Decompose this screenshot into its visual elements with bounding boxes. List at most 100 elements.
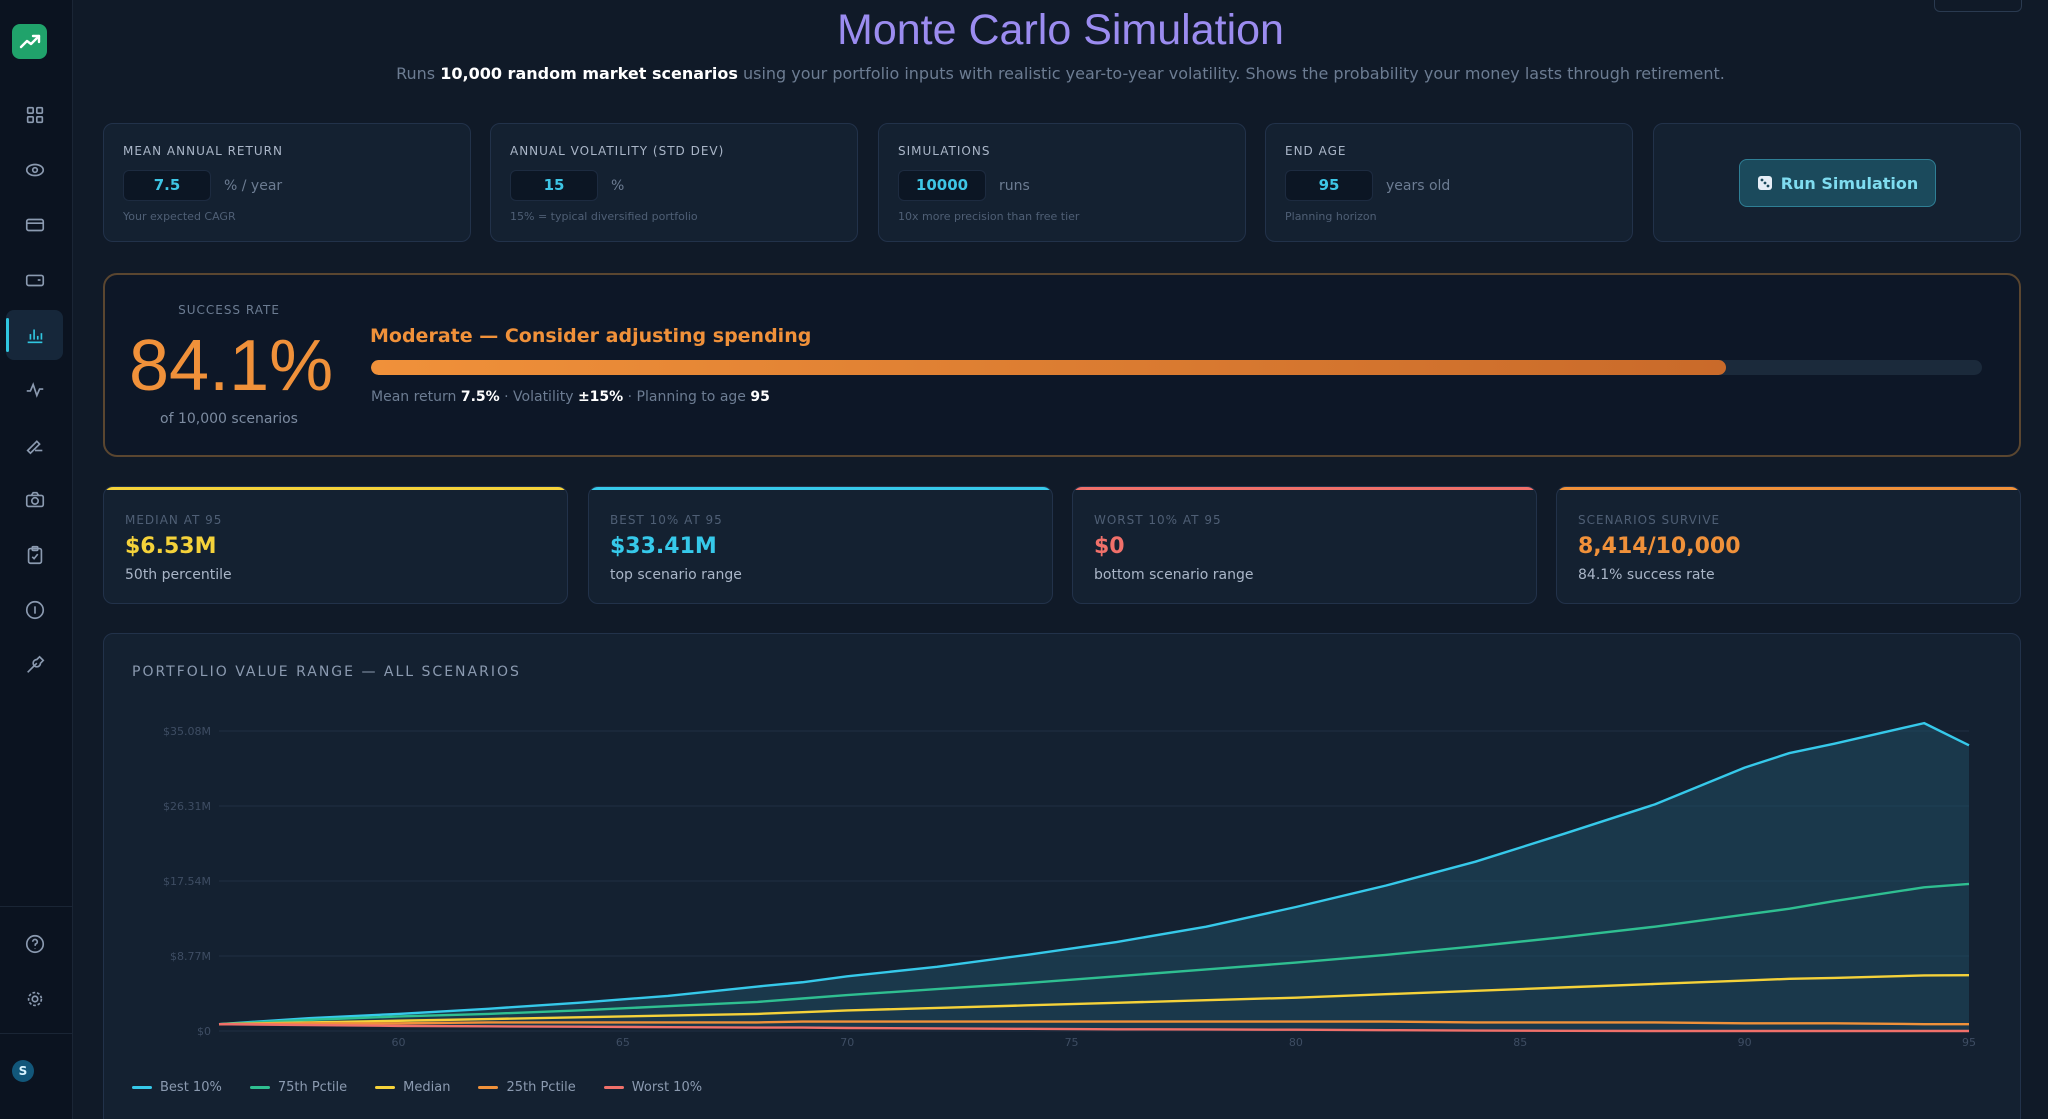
subtitle-text: using your portfolio inputs with realist… (737, 64, 1725, 83)
nav-accounts[interactable] (6, 200, 63, 250)
stat-value: $0 (1094, 534, 1125, 559)
stat-label: BEST 10% AT 95 (610, 513, 723, 527)
nav-checklist[interactable] (6, 530, 63, 580)
stat-card-median: MEDIAN AT 95 $6.53M 50th percentile (103, 486, 568, 604)
input-unit: % / year (224, 178, 283, 194)
trend-up-icon (19, 34, 40, 48)
input-unit: runs (999, 178, 1030, 194)
avatar[interactable]: S (12, 1060, 34, 1082)
input-card-simulations: SIMULATIONS 10000 runs 10x more precisio… (878, 123, 1246, 242)
app-logo[interactable] (12, 24, 47, 59)
legend-swatch (375, 1086, 396, 1089)
legend-item[interactable]: Worst 10% (603, 1080, 702, 1095)
nav-tools[interactable] (6, 640, 63, 690)
stat-card-survive: SCENARIOS SURVIVE 8,414/10,000 84.1% suc… (1556, 486, 2021, 604)
series-line (218, 973, 1970, 1026)
nav-help[interactable] (6, 919, 63, 969)
stat-accent (104, 487, 567, 490)
legend-label: Median (403, 1080, 451, 1095)
meta-text: · Planning to age (623, 389, 751, 405)
nav-camera[interactable] (6, 475, 63, 525)
legend-swatch (603, 1086, 624, 1089)
stat-sub: top scenario range (610, 567, 742, 583)
stat-card-worst: WORST 10% AT 95 $0 bottom scenario range (1072, 486, 1537, 604)
nav-activity[interactable] (6, 365, 63, 415)
stat-label: WORST 10% AT 95 (1094, 513, 1222, 527)
meta-mean-return: 7.5% (460, 389, 500, 405)
stat-sub: 84.1% success rate (1578, 567, 1715, 583)
input-unit: % (611, 178, 625, 194)
wrench-icon (26, 655, 44, 673)
subtitle-text: Runs (396, 64, 441, 83)
x-tick-label: 85 (1513, 1036, 1527, 1049)
input-label: MEAN ANNUAL RETURN (123, 144, 283, 158)
stat-value: $33.41M (610, 534, 717, 559)
stat-value: $6.53M (125, 534, 217, 559)
nav-wallet[interactable] (6, 255, 63, 305)
nav-monte-carlo[interactable] (6, 310, 63, 360)
input-unit: years old (1386, 178, 1451, 194)
chart-legend: Best 10% 75th Pctile Median 25th Pctile Wors… (132, 1080, 702, 1095)
legend-item[interactable]: 25th Pctile (478, 1080, 576, 1095)
input-hint: Your expected CAGR (123, 210, 236, 223)
success-progress-track (371, 360, 1982, 375)
series-line (218, 721, 1970, 1026)
volatility-input[interactable]: 15 (510, 170, 598, 201)
nav-dashboard[interactable] (6, 90, 63, 140)
legend-swatch (249, 1086, 270, 1089)
input-card-mean-return: MEAN ANNUAL RETURN 7.5 % / year Your exp… (103, 123, 471, 242)
nav-settings[interactable] (6, 974, 63, 1024)
y-tick-label: $26.31M (163, 800, 211, 813)
top-right-button[interactable] (1934, 0, 2022, 12)
run-simulation-button[interactable]: Run Simulation (1739, 159, 1936, 207)
input-label: ANNUAL VOLATILITY (STD DEV) (510, 144, 725, 158)
success-progress-fill (371, 360, 1726, 375)
input-label: END AGE (1285, 144, 1347, 158)
stat-card-best: BEST 10% AT 95 $33.41M top scenario rang… (588, 486, 1053, 604)
nav-sign[interactable] (6, 420, 63, 470)
meta-text: · Volatility (499, 389, 578, 405)
success-rate-panel: SUCCESS RATE 84.1% of 10,000 scenarios M… (103, 273, 2021, 457)
eye-icon (25, 163, 44, 177)
x-tick-label: 70 (840, 1036, 854, 1049)
dice-icon (1757, 176, 1772, 190)
range-band (219, 723, 1969, 1031)
grid-icon (26, 106, 43, 124)
input-label: SIMULATIONS (898, 144, 991, 158)
success-rate-label: SUCCESS RATE (178, 303, 280, 317)
success-rate-sub: of 10,000 scenarios (160, 411, 298, 427)
legend-item[interactable]: Best 10% (132, 1080, 222, 1095)
x-tick-label: 80 (1289, 1036, 1303, 1049)
end-age-input[interactable]: 95 (1285, 170, 1373, 201)
legend-item[interactable]: 75th Pctile (249, 1080, 348, 1095)
run-card (1653, 123, 2021, 242)
portfolio-range-chart: $0 $8.77M $17.54M $26.31M $35.08M 60 65 70 75 80 8… (163, 721, 1976, 1049)
stat-label: SCENARIOS SURVIVE (1578, 513, 1721, 527)
series-line (218, 1020, 1969, 1026)
stat-value: 8,414/10,000 (1578, 534, 1741, 559)
meta-text: Mean return (371, 389, 461, 405)
mean-return-input[interactable]: 7.5 (123, 170, 211, 201)
legend-label: 25th Pctile (506, 1080, 576, 1095)
legend-swatch (132, 1086, 152, 1089)
stat-sub: 50th percentile (125, 567, 232, 583)
legend-label: 75th Pctile (277, 1080, 348, 1095)
input-hint: Planning horizon (1285, 210, 1377, 223)
pulse-icon (26, 382, 43, 398)
legend-label: Best 10% (160, 1080, 222, 1095)
series-line (218, 1022, 1969, 1033)
sidebar-divider (0, 1033, 73, 1034)
camera-icon (25, 491, 44, 508)
simulations-input[interactable]: 10000 (898, 170, 986, 201)
nav-info[interactable] (6, 585, 63, 635)
y-tick-label: $17.54M (163, 875, 211, 888)
clipboard-icon (27, 545, 42, 565)
help-icon (25, 934, 44, 954)
x-tick-label: 90 (1738, 1036, 1752, 1049)
success-meta: Mean return 7.5% · Volatility ±15% · Pla… (371, 389, 770, 405)
nav-overview[interactable] (6, 145, 63, 195)
run-simulation-label: Run Simulation (1780, 173, 1919, 193)
legend-item[interactable]: Median (375, 1080, 450, 1095)
stat-accent (1557, 487, 2020, 490)
portfolio-chart-card: PORTFOLIO VALUE RANGE — ALL SCENARIOS $0… (103, 633, 2021, 1119)
